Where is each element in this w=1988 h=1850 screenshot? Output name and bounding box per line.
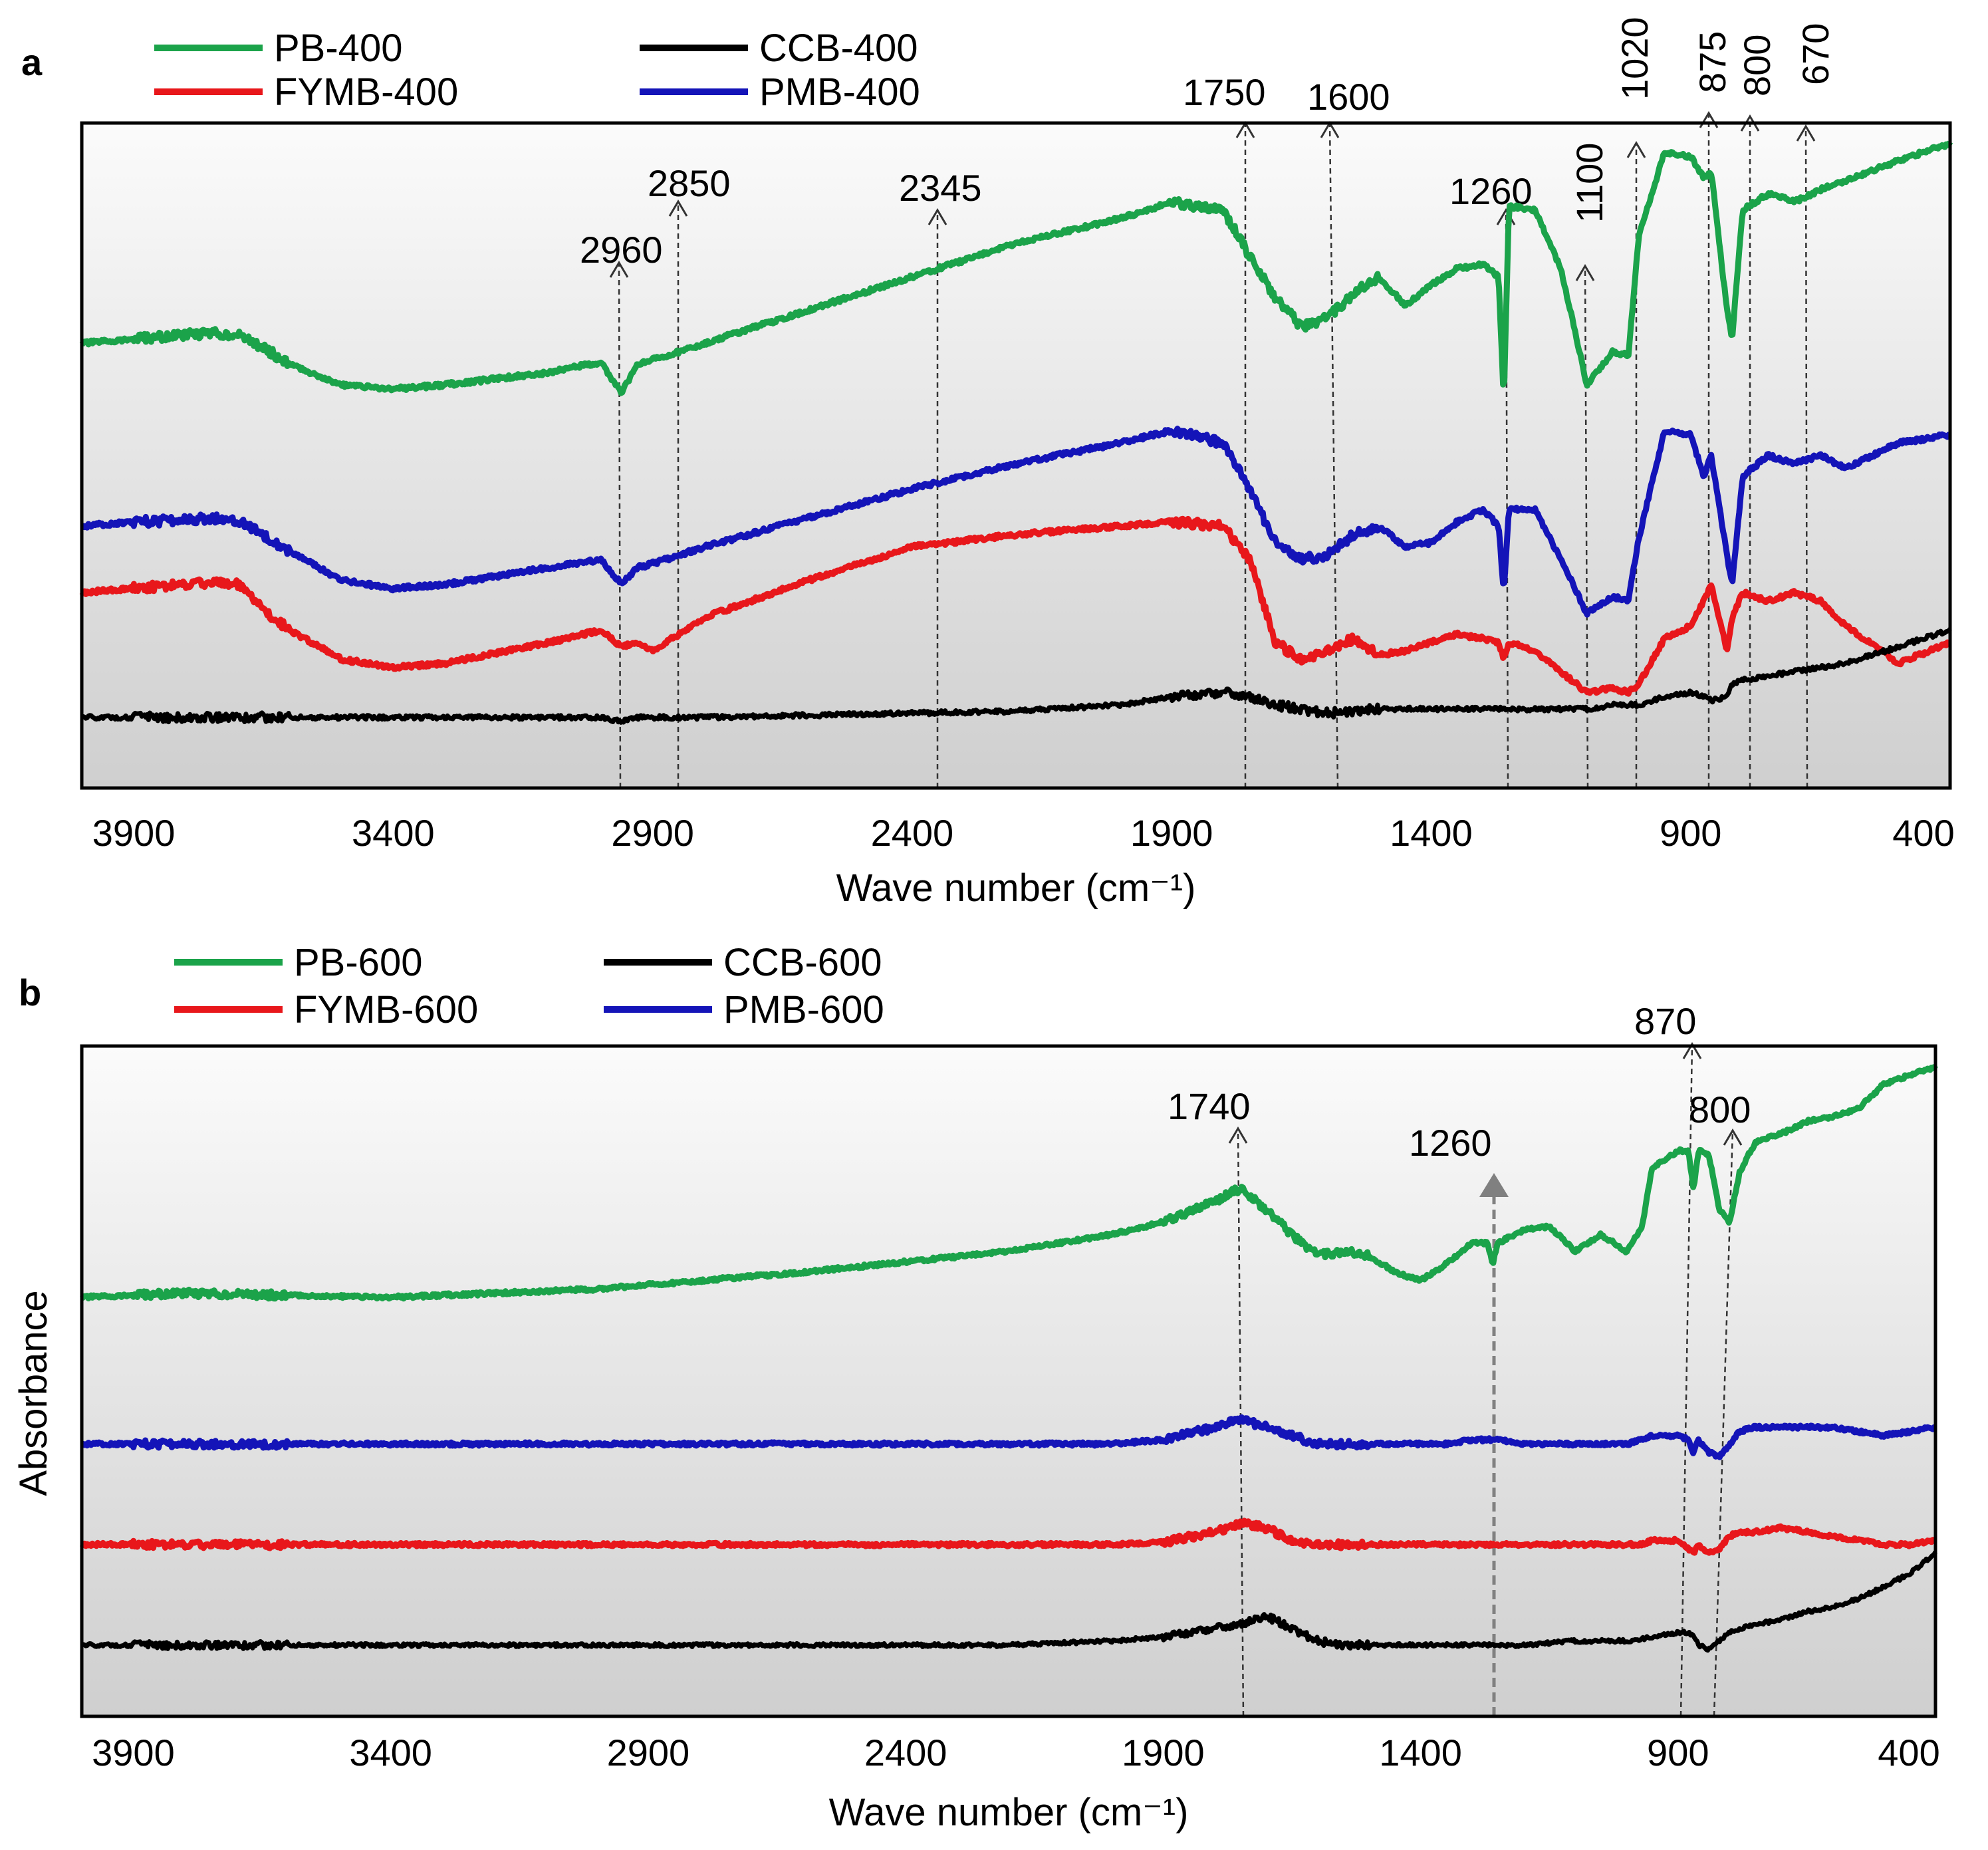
legend-a-fymb-label: FYMB-400 — [274, 70, 458, 114]
x-tick-label: 3900 — [92, 812, 176, 854]
x-axis-title-a: Wave number (cm⁻¹) — [836, 866, 1196, 910]
x-tick-label: 2900 — [607, 1732, 690, 1774]
peak-annotation-1740: 1740 — [1168, 1085, 1251, 1717]
panel-a-letter: a — [21, 41, 43, 83]
peak-guide-line — [1584, 265, 1589, 789]
peak-label: 2345 — [899, 167, 982, 209]
x-tick-label: 400 — [1892, 812, 1954, 854]
x-tick-label: 900 — [1647, 1732, 1709, 1774]
plot-frame-a — [80, 121, 1952, 790]
legend-b-pmb-label: PMB-600 — [723, 988, 884, 1031]
series-line-fymb-600 — [79, 1518, 1937, 1556]
series-line-pb-400 — [79, 140, 1953, 396]
peak-guide-line — [1505, 209, 1509, 789]
peak-arrowhead — [668, 199, 688, 217]
peak-label: 800 — [1736, 35, 1778, 96]
series-line-fymb-400 — [79, 515, 1952, 697]
x-tick-label: 2900 — [611, 812, 694, 854]
legend-b: PB-600 CCB-600 FYMB-600 PMB-600 — [174, 941, 884, 1031]
peak-annotation-870: 870 — [1634, 1000, 1702, 1717]
x-tick-label: 3400 — [352, 812, 435, 854]
peak-guide-line — [618, 262, 622, 789]
series-a — [79, 140, 1953, 725]
series-line-pmb-400 — [80, 426, 1952, 618]
x-tick-label: 2400 — [871, 812, 954, 854]
peak-annotation-800: 800 — [1736, 35, 1778, 788]
peak-guide-line — [1713, 1130, 1734, 1717]
series-line-ccb-600 — [80, 1550, 1938, 1653]
peak-label: 670 — [1795, 23, 1836, 85]
peak-arrowhead — [1796, 124, 1816, 142]
peak-arrowhead — [1723, 1128, 1743, 1146]
peak-arrowhead — [1228, 1126, 1248, 1144]
peak-label: 1260 — [1409, 1122, 1492, 1164]
peak-annotation-2345: 2345 — [899, 167, 982, 788]
peak-annotation-800: 800 — [1689, 1089, 1751, 1717]
x-tick-label: 1400 — [1379, 1732, 1462, 1774]
peak-label: 1100 — [1568, 143, 1610, 223]
legend-a: PB-400 CCB-400 FYMB-400 PMB-400 — [154, 27, 920, 114]
peak-label: 870 — [1634, 1000, 1696, 1042]
series-line-pb-600 — [80, 1063, 1938, 1302]
peak-arrowhead — [1682, 1042, 1702, 1059]
peak-label: 800 — [1689, 1089, 1751, 1130]
peak-arrowhead — [1575, 264, 1595, 281]
legend-b-ccb-label: CCB-600 — [723, 941, 882, 984]
peak-annotation-1600: 1600 — [1307, 76, 1390, 789]
x-tick-label: 1900 — [1122, 1732, 1205, 1774]
legend-a-pb-label: PB-400 — [274, 27, 402, 70]
x-tick-label: 2400 — [864, 1732, 947, 1774]
peak-arrowhead — [1479, 1173, 1509, 1197]
x-tick-label: 3400 — [349, 1732, 432, 1774]
panel-b: b PB-600 CCB-600 FYMB-600 PMB-600 1740 12… — [12, 941, 1940, 1834]
peak-arrowhead — [1740, 114, 1760, 132]
x-tick-labels-a: 3900 3400 2900 2400 1900 1400 900 400 — [92, 812, 1955, 854]
peak-label: 1020 — [1614, 17, 1656, 100]
y-axis-title: Absorbance — [12, 1290, 55, 1496]
legend-b-fymb-label: FYMB-600 — [294, 988, 478, 1031]
peak-annotation-2960: 2960 — [580, 229, 663, 789]
series-line-pmb-600 — [80, 1414, 1937, 1460]
x-tick-labels-b: 3900 3400 2900 2400 1900 1400 900 400 — [92, 1732, 1940, 1774]
peak-guide-line — [1328, 122, 1339, 789]
peak-annotation-2850: 2850 — [648, 162, 731, 788]
peak-arrowhead — [928, 208, 947, 225]
x-tick-label: 1400 — [1390, 812, 1473, 854]
x-axis-title-b: Wave number (cm⁻¹) — [829, 1791, 1189, 1834]
panel-b-letter: b — [19, 972, 41, 1013]
series-line-ccb-400 — [80, 627, 1952, 725]
peak-annotation-1020: 1020 — [1614, 17, 1656, 788]
legend-a-ccb-label: CCB-400 — [759, 27, 918, 70]
series-b — [79, 1063, 1938, 1653]
peak-annotation-1750: 1750 — [1183, 71, 1266, 788]
peak-label: 875 — [1691, 31, 1733, 93]
peak-label: 1600 — [1307, 76, 1390, 118]
panel-a: a PB-400 CCB-400 FYMB-400 PMB-400 2960 28… — [21, 17, 1955, 910]
peak-annotation-1260: 1260 — [1409, 1122, 1509, 1716]
peak-guide-line — [1237, 1128, 1245, 1717]
x-tick-label: 400 — [1878, 1732, 1939, 1774]
peak-annotations-b: 1740 1260 870 800 — [1168, 1000, 1751, 1717]
legend-b-pb-label: PB-600 — [294, 941, 422, 984]
x-tick-label: 1900 — [1130, 812, 1213, 854]
plot-area-b — [82, 1046, 1935, 1716]
peak-label: 1750 — [1183, 71, 1266, 113]
peak-arrowhead — [1626, 141, 1646, 158]
peak-annotation-1100: 1100 — [1568, 143, 1610, 789]
peak-label: 1740 — [1168, 1085, 1251, 1127]
peak-annotation-875: 875 — [1691, 31, 1733, 788]
x-tick-label: 900 — [1660, 812, 1721, 854]
x-tick-label: 3900 — [92, 1732, 175, 1774]
peak-arrowhead — [609, 261, 629, 278]
peak-label: 2960 — [580, 229, 663, 271]
legend-a-pmb-label: PMB-400 — [759, 70, 920, 114]
plot-frame-b — [80, 1044, 1937, 1718]
plot-area-a — [82, 123, 1950, 788]
peak-label: 2850 — [648, 162, 731, 204]
